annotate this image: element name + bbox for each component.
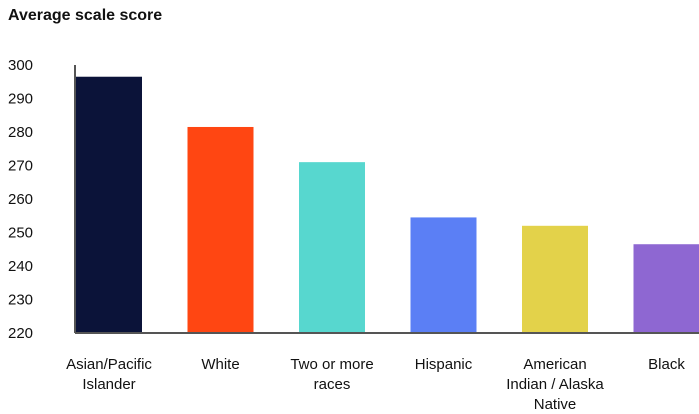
y-tick-label: 290 xyxy=(8,91,33,108)
y-tick-label: 260 xyxy=(8,191,33,208)
bar xyxy=(76,76,142,333)
chart-title: Average scale score xyxy=(8,7,163,24)
bars xyxy=(76,76,699,333)
bar xyxy=(187,126,254,333)
y-tick-label: 300 xyxy=(8,57,33,74)
y-tick-label: 250 xyxy=(8,225,33,242)
bar xyxy=(633,244,699,333)
x-tick-label: Two or more races xyxy=(290,356,373,393)
x-tick-label: Hispanic xyxy=(415,356,473,373)
x-tick-label: American Indian / Alaska Native xyxy=(506,356,604,413)
x-tick-label: White xyxy=(201,356,239,373)
y-tick-label: 220 xyxy=(8,325,33,342)
x-axis-labels: Asian/Pacific Islander White Two or more rac… xyxy=(66,356,685,413)
bar xyxy=(299,162,365,333)
y-tick-label: 270 xyxy=(8,158,33,175)
x-tick-label: Black xyxy=(648,356,685,373)
x-tick-label: Asian/Pacific Islander xyxy=(66,356,152,393)
y-tick-label: 280 xyxy=(8,124,33,141)
bar xyxy=(410,217,477,333)
bar xyxy=(522,225,588,333)
y-tick-label: 240 xyxy=(8,258,33,275)
y-tick-label: 230 xyxy=(8,292,33,309)
y-axis-ticks: 220 230 240 250 260 270 280 290 300 xyxy=(8,57,33,342)
